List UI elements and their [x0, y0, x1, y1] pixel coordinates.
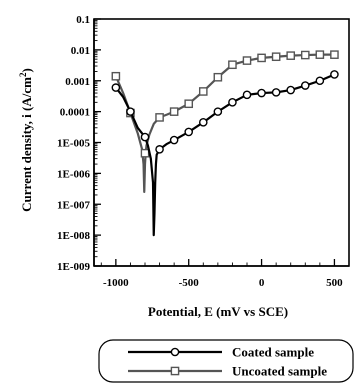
plot-frame — [93, 18, 350, 267]
x-tick-label: -1000 — [103, 277, 129, 289]
legend: Coated sample Uncoated sample — [98, 339, 354, 383]
data-point — [140, 148, 150, 158]
y-axis-title: Current density, i (A/cm2) — [18, 68, 34, 212]
y-tick-label: 0.1 — [76, 14, 90, 26]
data-point — [126, 107, 135, 116]
data-point — [242, 56, 252, 65]
data-point — [155, 145, 164, 154]
data-point — [198, 87, 208, 96]
data-point — [169, 135, 179, 145]
y-tick-label: 0.001 — [65, 76, 90, 88]
legend-marker — [170, 366, 180, 376]
data-point — [213, 72, 223, 82]
data-point — [315, 76, 325, 86]
data-point — [257, 88, 266, 98]
y-tick-label: 0.0001 — [60, 107, 90, 119]
legend-label: Coated sample — [232, 345, 314, 360]
y-tick-label: 1E-005 — [57, 138, 91, 150]
y-tick-label: 1E-007 — [57, 199, 91, 211]
x-tick-label: 500 — [326, 277, 343, 289]
series-coated — [111, 70, 339, 237]
data-point — [184, 99, 194, 109]
legend-items: Coated sample Uncoated sample — [128, 345, 327, 379]
legend-label: Uncoated sample — [232, 364, 327, 379]
series-uncoated — [111, 50, 339, 194]
legend-marker — [170, 347, 180, 357]
y-tick-label: 1E-009 — [57, 261, 91, 273]
data-point — [242, 90, 252, 100]
data-point — [271, 88, 281, 97]
data-point — [271, 52, 281, 62]
x-tick-label: 0 — [259, 277, 265, 289]
data-point — [315, 50, 325, 59]
data-point — [300, 81, 310, 90]
data-point — [330, 50, 339, 59]
data-point — [330, 70, 339, 79]
data-point — [169, 107, 179, 116]
x-axis-title: Potential, E (mV vs SCE) — [148, 304, 288, 319]
data-point — [140, 132, 150, 142]
data-point — [257, 53, 266, 63]
data-point — [111, 83, 121, 92]
data-point — [198, 118, 208, 127]
data-point — [184, 127, 194, 137]
data-point — [228, 98, 237, 107]
y-axis-title-sup: 2 — [18, 72, 28, 77]
series-line — [114, 53, 335, 194]
y-tick-label: 1E-008 — [57, 230, 91, 242]
data-point — [286, 85, 296, 95]
y-axis-title-main: Current density, i (A/cm — [19, 77, 34, 212]
data-point — [300, 50, 310, 60]
series — [111, 50, 339, 237]
axes — [93, 18, 350, 267]
data-point — [228, 60, 237, 70]
ticks: 0.1 0.01 0.001 0.0001 1E-005 1E-006 1E-007 1E-0… — [57, 14, 343, 289]
data-point — [155, 113, 164, 122]
y-axis-title-close: ) — [19, 68, 34, 72]
legend-item: Coated sample — [128, 345, 314, 360]
y-tick-label: 0.01 — [71, 45, 90, 57]
data-point — [286, 51, 296, 60]
data-point — [111, 71, 121, 81]
y-tick-label: 1E-006 — [57, 168, 91, 180]
x-tick-label: -500 — [179, 277, 200, 289]
data-point — [213, 107, 223, 116]
legend-item: Uncoated sample — [128, 364, 327, 379]
